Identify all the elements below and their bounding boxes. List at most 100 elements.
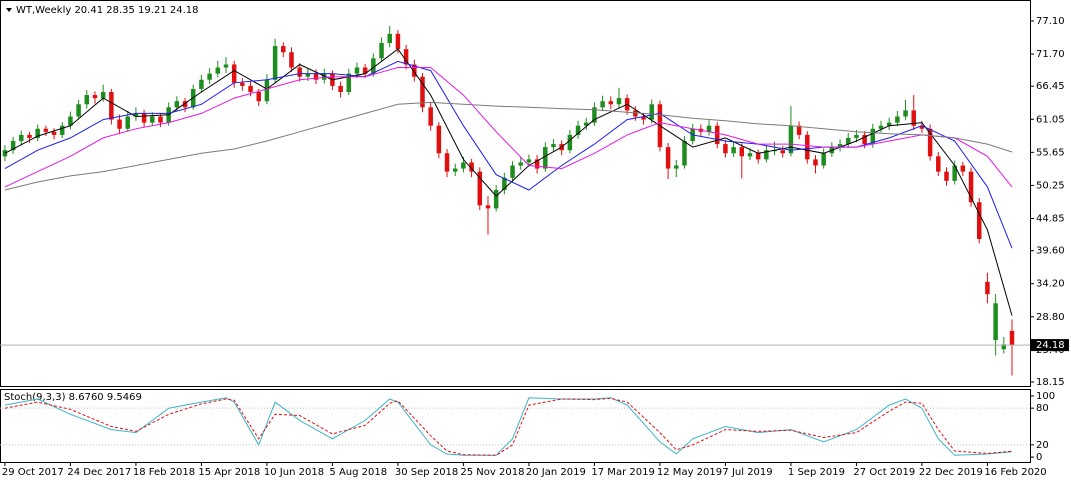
candle-body <box>84 95 90 105</box>
y-tick-label: 50.25 <box>1036 180 1065 191</box>
candle-body <box>960 165 966 172</box>
candle-body <box>911 110 916 126</box>
candle-body <box>469 162 474 172</box>
candle-body <box>403 49 409 65</box>
candle-body <box>35 128 40 138</box>
candle-body <box>600 101 605 108</box>
candle-body <box>485 205 491 209</box>
candle-body <box>755 153 761 160</box>
candle-body <box>27 134 32 138</box>
candle-body <box>248 85 253 93</box>
candle-body <box>158 116 163 123</box>
candle-body <box>788 125 794 154</box>
candle-body <box>993 303 998 341</box>
candle-body <box>428 107 433 126</box>
candle-body <box>805 134 810 160</box>
y-tick-label: 100 <box>1036 391 1055 402</box>
candle-body <box>649 104 654 120</box>
candle-body <box>633 110 638 117</box>
stoch-line <box>4 397 1013 456</box>
candle-body <box>583 122 589 126</box>
candle-body <box>944 171 949 181</box>
moving-average <box>4 101 1013 191</box>
candle-body <box>665 147 671 169</box>
y-tick-label: 55.65 <box>1036 147 1065 158</box>
y-tick-label: 0 <box>1036 452 1042 463</box>
candle-body <box>592 107 597 123</box>
candle-body <box>714 125 720 145</box>
x-tick-label: 20 Jan 2019 <box>526 467 586 478</box>
candle-body <box>510 165 515 178</box>
candle-body <box>215 67 221 74</box>
candle-body <box>895 116 900 123</box>
price-panel-frame <box>0 0 1031 387</box>
candle-body <box>452 168 458 172</box>
x-tick-label: 22 Dec 2019 <box>919 467 983 478</box>
x-tick-label: 25 Nov 2018 <box>460 467 524 478</box>
candle-body <box>845 137 851 145</box>
candle-body <box>813 159 818 166</box>
candle-body <box>305 73 311 77</box>
y-tick-label: 39.60 <box>1036 246 1065 257</box>
candle-body <box>125 116 130 129</box>
y-tick-label: 77.10 <box>1036 16 1065 27</box>
y-tick-label: 20 <box>1036 440 1049 451</box>
candle-body <box>493 190 499 209</box>
x-tick-label: 24 Dec 2017 <box>67 467 131 478</box>
candle-body <box>436 125 442 154</box>
candle-body <box>862 134 867 145</box>
candle-body <box>674 165 679 169</box>
candle-body <box>182 101 188 108</box>
candle-body <box>837 144 843 148</box>
candle-body <box>100 92 106 99</box>
candle-body <box>150 116 155 123</box>
candle-body <box>59 125 65 135</box>
candle-body <box>240 82 245 86</box>
x-tick-label: 7 Jul 2019 <box>722 467 772 478</box>
candle-body <box>264 79 270 102</box>
x-tick-label: 17 Mar 2019 <box>591 467 654 478</box>
candle-body <box>231 64 237 83</box>
candle-body <box>477 171 483 206</box>
candle-body <box>289 52 294 68</box>
candle-body <box>543 147 548 169</box>
candle-body <box>10 141 16 151</box>
candle-body <box>68 116 73 126</box>
candle-body <box>362 67 368 74</box>
candle-body <box>870 128 876 145</box>
candle-body <box>174 101 180 108</box>
candle-body <box>51 131 57 135</box>
candle-body <box>976 202 982 240</box>
candle-body <box>903 110 908 117</box>
candle-body <box>272 46 278 80</box>
y-tick-label: 34.20 <box>1036 279 1065 290</box>
candle-body <box>109 92 114 120</box>
stoch-panel-frame <box>0 389 1031 463</box>
x-tick-label: 1 Sep 2019 <box>788 467 845 478</box>
candle-body <box>92 95 98 99</box>
candle-body <box>567 134 573 151</box>
candle-body <box>371 58 376 74</box>
price-label: 24.18 <box>1036 340 1065 351</box>
x-tick-label: 10 Jun 2018 <box>264 467 324 478</box>
stoch-main-value: 8.6760 <box>69 392 104 403</box>
x-tick-label: 18 Feb 2018 <box>133 467 195 478</box>
candle-body <box>141 113 147 123</box>
candle-body <box>936 156 941 172</box>
candle-body <box>682 141 687 166</box>
candle-body <box>354 67 360 74</box>
y-tick-label: 66.45 <box>1036 81 1065 92</box>
candle-body <box>19 134 24 142</box>
candle-body <box>43 128 49 132</box>
y-tick-label: 44.85 <box>1036 213 1065 224</box>
stoch-line <box>4 397 1013 456</box>
x-tick-label: 15 Apr 2018 <box>198 467 260 478</box>
moving-average <box>4 48 1013 316</box>
candle-body <box>551 144 556 148</box>
candle-body <box>739 147 745 157</box>
candle-body <box>223 64 229 68</box>
menu-triangle <box>6 8 12 12</box>
candle-body <box>780 150 785 154</box>
candle-body <box>919 125 925 129</box>
x-tick-label: 16 Feb 2020 <box>984 467 1046 478</box>
